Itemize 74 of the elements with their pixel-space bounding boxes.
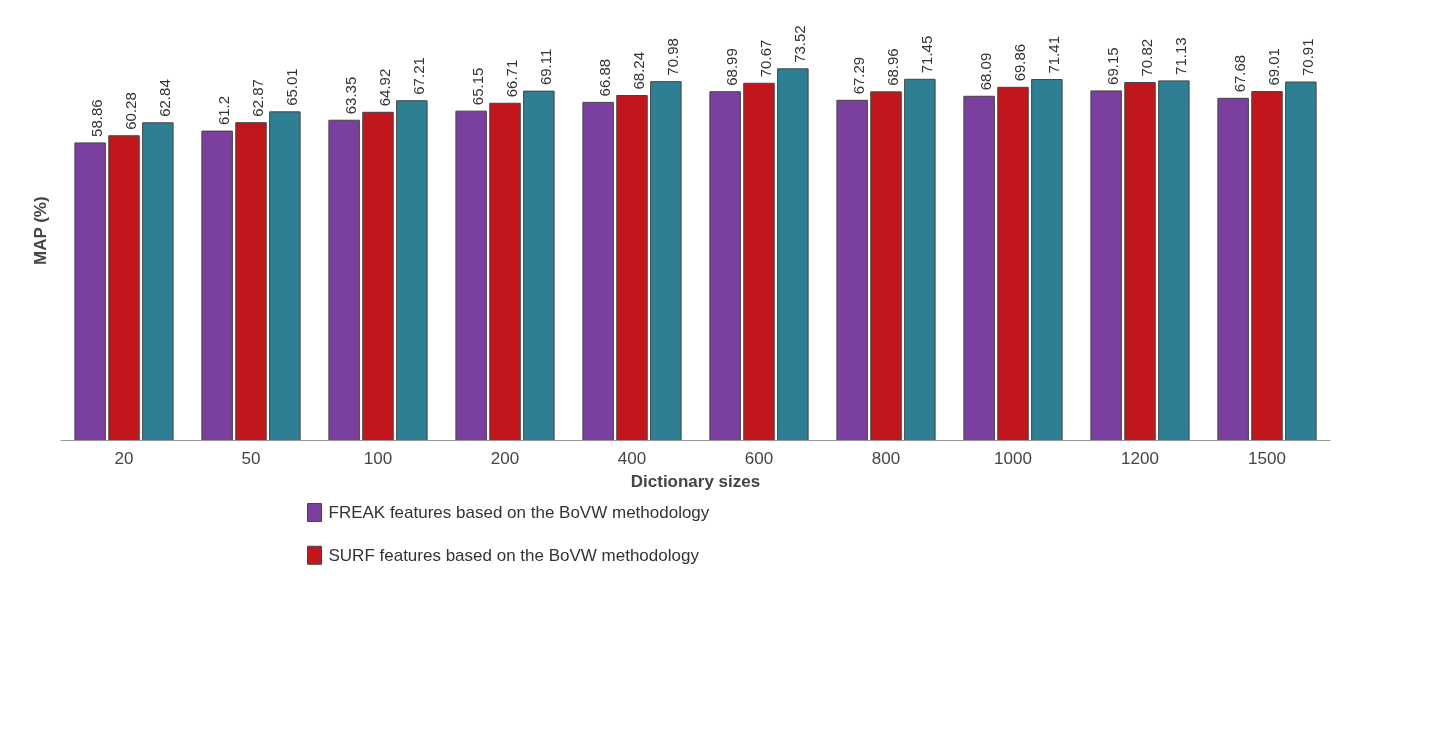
data-label: 71.13: [1171, 37, 1189, 75]
data-label: 69.01: [1265, 48, 1282, 86]
data-label: 69.11: [536, 48, 554, 86]
data-label: 67.29: [850, 56, 868, 95]
bar: [108, 135, 140, 441]
bar: [489, 102, 521, 441]
data-label: 70.98: [663, 38, 681, 76]
bar: [1158, 80, 1190, 441]
bar: [328, 119, 360, 441]
bar: [1285, 81, 1317, 441]
x-tick-label: 100: [363, 448, 393, 468]
bar: [455, 110, 487, 441]
data-label: 70.67: [757, 39, 774, 78]
data-label: 68.09: [977, 52, 995, 91]
data-label: 68.96: [884, 48, 901, 86]
bar: [709, 91, 741, 441]
data-label: 67.21: [409, 57, 427, 95]
bar: [904, 78, 936, 441]
data-label: 70.91: [1298, 38, 1316, 77]
data-label: 65.15: [469, 67, 487, 106]
data-label: 63.35: [342, 76, 360, 115]
x-tick-label: 400: [617, 448, 647, 468]
bar: [836, 99, 868, 441]
y-axis-title: MAP (%): [30, 196, 50, 265]
bar: [523, 90, 555, 441]
data-label: 60.28: [122, 92, 139, 130]
data-label: 68.24: [630, 51, 647, 90]
bar: [777, 68, 809, 441]
x-tick-label: 800: [871, 448, 901, 468]
x-axis-title: Dictionary sizes: [630, 471, 761, 491]
bar: [963, 95, 995, 441]
bar: [362, 111, 394, 441]
x-tick-label: 1500: [1248, 448, 1286, 468]
data-label: 62.84: [155, 79, 173, 117]
data-label: 68.99: [723, 48, 741, 86]
bar: [582, 101, 614, 441]
legend-label: FREAK features based on the BoVW methodology: [328, 503, 710, 522]
bar: [1031, 78, 1063, 441]
bar: [74, 142, 106, 441]
bar: [743, 82, 775, 441]
x-tick-label: 50: [241, 448, 261, 468]
data-label: 64.92: [376, 68, 393, 107]
bar: [616, 95, 648, 441]
data-label: 71.45: [917, 35, 935, 74]
bar: [269, 111, 301, 441]
bar: [396, 100, 428, 441]
bar: [201, 130, 233, 441]
x-tick-label: 1200: [1121, 448, 1159, 468]
x-tick-label: 20: [114, 448, 134, 468]
data-label: 69.86: [1011, 43, 1028, 82]
legend-label: SURF features based on the BoVW methodology: [328, 545, 700, 565]
bar: [997, 86, 1029, 441]
data-label: 67.68: [1231, 54, 1249, 93]
bar: [1251, 91, 1283, 441]
data-label: 62.87: [249, 79, 266, 117]
x-tick-label: 1000: [994, 448, 1032, 468]
bar: [870, 91, 902, 441]
x-tick-label: 200: [490, 448, 520, 468]
bar: [650, 81, 682, 441]
data-label: 71.41: [1044, 35, 1062, 74]
bar: [1124, 81, 1156, 441]
bar: [1090, 90, 1122, 441]
data-label: 66.71: [503, 59, 520, 98]
data-label: 70.82: [1138, 38, 1155, 77]
data-label: 58.86: [88, 99, 106, 137]
data-label: 65.01: [282, 68, 300, 106]
bar: [142, 122, 174, 441]
data-label: 73.52: [790, 25, 808, 63]
data-label: 66.88: [596, 58, 614, 97]
x-tick-label: 600: [744, 448, 774, 468]
data-label: 69.15: [1104, 47, 1122, 85]
data-label: 61.2: [215, 95, 233, 126]
bar: [235, 122, 267, 441]
bar: [1217, 97, 1249, 441]
